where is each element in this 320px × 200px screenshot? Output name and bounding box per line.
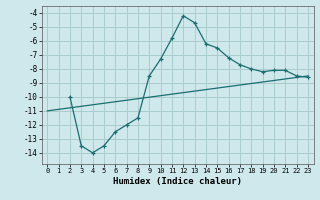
X-axis label: Humidex (Indice chaleur): Humidex (Indice chaleur) (113, 177, 242, 186)
